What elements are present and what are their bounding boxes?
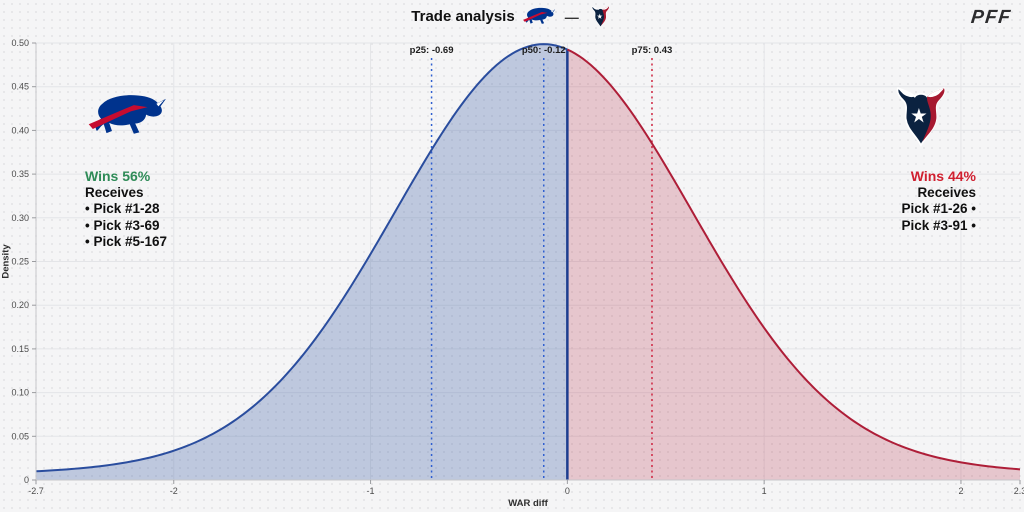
svg-text:0.25: 0.25 (11, 257, 29, 267)
svg-text:1: 1 (762, 486, 767, 496)
svg-text:0.50: 0.50 (11, 38, 29, 48)
texans-receives-label: Receives (917, 184, 976, 200)
page-title: Trade analysis (411, 8, 515, 25)
pick-item: Pick #1-26 • (901, 201, 976, 216)
svg-text:-2.7: -2.7 (28, 486, 44, 496)
svg-text:0.45: 0.45 (11, 82, 29, 92)
title-separator: — (564, 8, 579, 25)
svg-text:-2: -2 (170, 486, 178, 496)
svg-text:2.3: 2.3 (1014, 486, 1024, 496)
bills-logo-icon (86, 88, 168, 144)
svg-text:0.35: 0.35 (11, 169, 29, 179)
svg-text:0.10: 0.10 (11, 388, 29, 398)
pick-item: Pick #3-91 • (901, 217, 976, 233)
bills-logo-small-icon (522, 5, 556, 28)
texans-annotation: Wins 44% Receives Pick #1-26 • Pick #3-91… (901, 168, 976, 234)
svg-text:0: 0 (24, 475, 29, 485)
texans-picks-list: Pick #1-26 • Pick #3-91 • (901, 201, 976, 234)
bills-picks-list: • Pick #1-28 • Pick #3-69 • Pick #5-167 (85, 201, 167, 251)
texans-logo-icon (886, 84, 956, 148)
bills-receives-label: Receives (85, 184, 144, 200)
chart-header: Trade analysis — (0, 5, 1024, 28)
texans-wins-label: Wins 44% (910, 168, 976, 184)
svg-text:0.15: 0.15 (11, 344, 29, 354)
bills-annotation: Wins 56% Receives • Pick #1-28 • Pick #3-… (85, 168, 167, 251)
percentile-label-p75: p75: 0.43 (631, 45, 673, 56)
bills-wins-label: Wins 56% (85, 168, 151, 184)
texans-logo-small-icon (588, 5, 613, 28)
pick-item: • Pick #1-28 (85, 201, 160, 216)
svg-text:-1: -1 (367, 486, 375, 496)
percentile-label-p50: p50: -0.12 (521, 45, 566, 56)
svg-text:0.30: 0.30 (11, 213, 29, 223)
svg-text:0.40: 0.40 (11, 125, 29, 135)
svg-text:0: 0 (565, 486, 570, 496)
percentile-label-p25: p25: -0.69 (409, 45, 454, 56)
pff-logo: PFF (969, 7, 1013, 28)
pick-item: • Pick #3-69 (85, 217, 160, 233)
svg-text:2: 2 (958, 486, 963, 496)
pick-item: • Pick #5-167 (85, 234, 168, 249)
svg-text:0.20: 0.20 (11, 300, 29, 310)
x-axis-title: WAR diff (508, 498, 548, 509)
svg-text:0.05: 0.05 (11, 431, 29, 441)
